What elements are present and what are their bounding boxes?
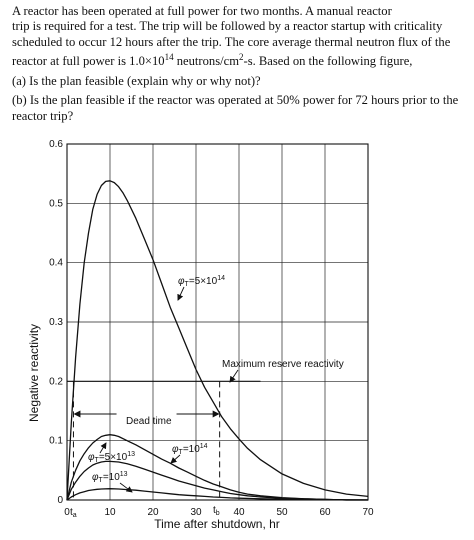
x-tick-label-1: 10 [104, 507, 116, 518]
y-tick-label-3: 0.3 [49, 317, 63, 328]
label-phi-1e13: φT=1013 [92, 471, 128, 484]
question-b-line-2: reactor trip? [12, 108, 74, 123]
dead-time-group [72, 381, 221, 500]
tick-labels: 0 10 20 30 40 50 60 70 0 0.1 0.2 0.3 0.4 0.5 0.6 [49, 139, 374, 518]
x-tick-label-0: 0 [64, 507, 70, 518]
y-tick-label-6: 0.6 [49, 139, 63, 150]
series-group [66, 180, 369, 501]
x-tick-label-7: 70 [362, 507, 374, 518]
t-b-marker: tb [213, 505, 220, 517]
xenon-reactivity-chart: 0 10 20 30 40 50 60 70 0 0.1 0.2 0.3 0.4 0.5 0.6 Time … [27, 139, 374, 531]
problem-line-1: A reactor has been operated at full powe… [12, 4, 392, 18]
arrow-1e14 [170, 454, 181, 464]
y-tick-label-5: 0.5 [49, 198, 63, 209]
xenon-reactivity-figure: 0 10 20 30 40 50 60 70 0 0.1 0.2 0.3 0.4 0.5 0.6 Time … [0, 130, 474, 540]
x-tick-label-5: 50 [276, 507, 288, 518]
label-phi-5e13: φT=5×1013 [88, 451, 135, 464]
x-tick-label-4: 40 [233, 507, 245, 518]
label-phi-1e14: φT=1014 [172, 443, 208, 456]
plot-frame [66, 143, 369, 501]
problem-line-4: reactor at full power is 1.0×1014 neutro… [12, 50, 470, 70]
flux-after-text: -s. Based on the following figure, [243, 54, 413, 69]
problem-line-3: scheduled to occur 12 hours after the tr… [12, 34, 451, 49]
y-tick-label-0: 0 [57, 495, 63, 506]
dead-time-label: Dead time [126, 416, 172, 427]
flux-units-text: neutrons/cm [173, 54, 239, 69]
series-line-0 [66, 180, 369, 501]
x-tick-label-2: 20 [147, 507, 159, 518]
series-line-3 [66, 488, 369, 501]
flux-exponent: 14 [164, 52, 174, 63]
label-phi-5e14: φT=5×1014 [178, 275, 225, 288]
question-a: (a) Is the plan feasible (explain why or… [12, 73, 261, 88]
arrow-1e13 [119, 482, 133, 493]
flux-text: reactor at full power is 1.0×10 [12, 54, 165, 69]
arrow-5e14 [177, 286, 185, 301]
reference-line-label: Maximum reserve reactivity [222, 359, 344, 370]
x-tick-label-3: 30 [190, 507, 202, 518]
x-axis-label: Time after shutdown, hr [154, 517, 280, 531]
series-line-2 [66, 460, 368, 501]
y-tick-label-4: 0.4 [49, 258, 63, 269]
series-line-1 [66, 434, 368, 501]
arrow-5e13 [99, 442, 107, 454]
question-b-line-1: (b) Is the plan feasible if the reactor … [12, 93, 459, 108]
x-tick-label-6: 60 [319, 507, 331, 518]
problem-statement: A reactor has been operated at full powe… [12, 4, 470, 124]
reference-line-arrow [229, 369, 239, 383]
y-tick-label-2: 0.2 [49, 376, 63, 387]
flux-units-exponent: 2 [239, 52, 244, 63]
y-tick-label-1: 0.1 [49, 436, 63, 447]
problem-line-2: trip is required for a test. The trip wi… [12, 19, 443, 34]
y-axis-label: Negative reactivity [27, 324, 41, 422]
grid-lines [66, 143, 369, 501]
t-a-marker: ta [70, 507, 77, 519]
